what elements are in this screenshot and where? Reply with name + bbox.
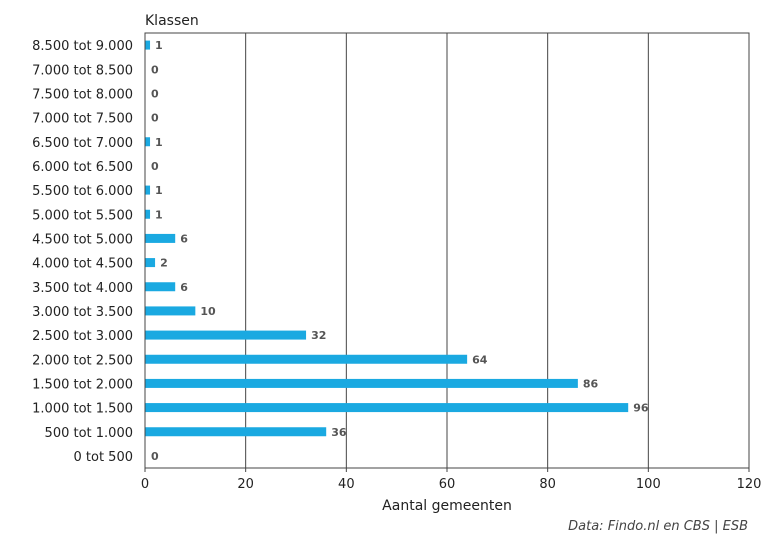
category-label: 0 tot 500	[74, 450, 134, 465]
category-label: 4.500 tot 5.000	[32, 232, 133, 247]
x-axis-title: Aantal gemeenten	[382, 498, 512, 514]
grid-layer	[245, 33, 649, 468]
category-label: 3.000 tot 3.500	[32, 305, 133, 320]
category-label: 6.000 tot 6.500	[32, 160, 133, 175]
data-label: 0	[151, 450, 159, 463]
category-label: 7.500 tot 8.000	[32, 87, 133, 102]
data-label: 0	[151, 112, 159, 125]
bar	[145, 137, 151, 147]
data-label: 96	[633, 402, 649, 415]
x-tick-label-100: 100	[636, 477, 661, 492]
category-label: 2.000 tot 2.500	[32, 353, 133, 368]
bar	[145, 185, 151, 195]
data-label: 1	[155, 184, 163, 197]
data-label: 0	[151, 160, 159, 173]
data-label: 32	[311, 329, 326, 342]
category-label: 1.000 tot 1.500	[32, 402, 133, 417]
category-label: 5.500 tot 6.000	[32, 184, 133, 199]
category-label: 5.000 tot 5.500	[32, 208, 133, 223]
data-label: 36	[331, 426, 347, 439]
source-note: Data: Findo.nl en CBS | ESB	[568, 519, 748, 534]
data-label: 86	[583, 377, 599, 390]
category-label: 4.000 tot 4.500	[32, 257, 133, 272]
data-label: 0	[151, 87, 159, 100]
data-label: 2	[160, 257, 168, 270]
bar	[145, 378, 578, 388]
x-tick-label-60: 60	[439, 477, 456, 492]
data-label: 1	[155, 39, 163, 52]
data-label: 64	[472, 353, 488, 366]
bar	[145, 282, 176, 292]
category-label: 1.500 tot 2.000	[32, 377, 133, 392]
bar	[145, 354, 468, 364]
data-label: 6	[180, 281, 188, 294]
x-tick-label-0: 0	[141, 477, 149, 492]
bar	[145, 40, 151, 50]
category-label: 3.500 tot 4.000	[32, 281, 133, 296]
category-label: 500 tot 1.000	[45, 426, 133, 441]
bar	[145, 403, 629, 413]
bar	[145, 233, 176, 243]
bar	[145, 258, 156, 268]
label-layer: 8.500 tot 9.000 1 7.000 tot 8.500 0 7.500 to…	[32, 39, 649, 465]
bar	[145, 427, 327, 437]
category-label: 6.500 tot 7.000	[32, 136, 133, 151]
bar	[145, 209, 151, 219]
bar-layer	[145, 40, 629, 437]
bar	[145, 306, 196, 316]
category-label: 7.000 tot 7.500	[32, 112, 133, 127]
x-tick-label-120: 120	[737, 477, 762, 492]
data-label: 10	[200, 305, 216, 318]
data-label: 1	[155, 136, 163, 149]
category-label: 7.000 tot 8.500	[32, 63, 133, 78]
category-label: 8.500 tot 9.000	[32, 39, 133, 54]
x-tick-label-20: 20	[237, 477, 254, 492]
x-tick-label-40: 40	[338, 477, 355, 492]
category-label: 2.500 tot 3.000	[32, 329, 133, 344]
y-axis-title: Klassen	[145, 13, 199, 29]
data-label: 0	[151, 63, 159, 76]
data-label: 1	[155, 208, 163, 221]
bar	[145, 330, 307, 340]
x-tick-label-80: 80	[539, 477, 556, 492]
data-label: 6	[180, 232, 188, 245]
